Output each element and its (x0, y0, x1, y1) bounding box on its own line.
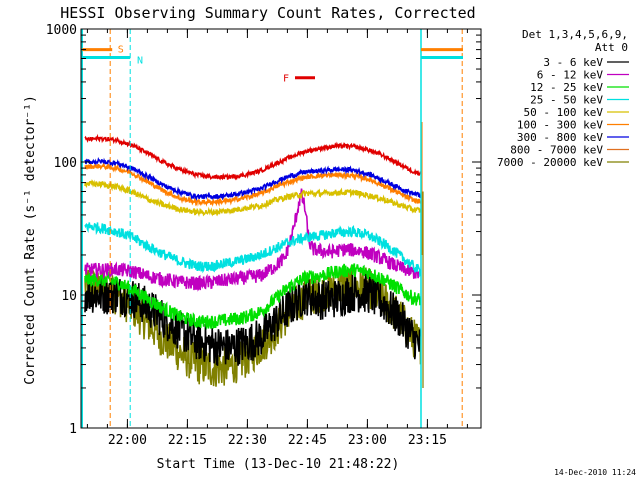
saa-marker-label: S (118, 45, 124, 56)
legend-label: 25 - 50 keV (530, 94, 603, 107)
y-tick-label: 1000 (46, 23, 77, 38)
legend-label: 50 - 100 keV (524, 106, 604, 119)
legend-label: 300 - 800 keV (517, 131, 603, 144)
series-line-4 (84, 222, 422, 278)
plot-frame (80, 28, 482, 429)
series-line-3 (84, 263, 422, 330)
axes: 1 10 100 1000 22:00 22:15 22:30 22:45 23:00 23:15 (46, 23, 482, 448)
series-line-top-red (84, 133, 422, 181)
series-layer (84, 133, 422, 387)
series-line-1 (84, 273, 422, 366)
legend-label: 6 - 12 keV (537, 69, 604, 82)
x-axis-label: Start Time (13-Dec-10 21:48:22) (157, 457, 400, 472)
flare-marker-label: F (283, 74, 289, 85)
y-tick-label: 10 (61, 289, 77, 304)
y-axis-label: Corrected Count Rate (s⁻¹ detector⁻¹) (23, 95, 38, 385)
legend-label: 12 - 25 keV (530, 81, 603, 94)
x-tick-label: 22:00 (108, 433, 147, 448)
x-tick-label: 22:15 (168, 433, 207, 448)
x-tick-label: 22:45 (288, 433, 327, 448)
series-line-7 (84, 157, 421, 201)
legend-label: 100 - 300 keV (517, 119, 603, 132)
x-tick-label: 23:15 (408, 433, 447, 448)
legend-header: Det 1,3,4,5,6,9, (522, 28, 628, 41)
legend-label: 7000 - 20000 keV (497, 156, 603, 169)
y-tick-label: 1 (69, 422, 77, 437)
overlay-layer: S N F (81, 29, 463, 428)
legend-label: 3 - 6 keV (543, 56, 603, 69)
x-tick-label: 23:00 (348, 433, 387, 448)
y-tick-label: 100 (54, 156, 77, 171)
series-line-6 (84, 161, 422, 207)
series-line-2 (84, 188, 422, 292)
x-tick-label: 22:30 (228, 433, 267, 448)
night-marker-label: N (137, 56, 143, 67)
timestamp: 14-Dec-2010 11:24 (554, 468, 636, 477)
legend-header: Att 0 (595, 41, 628, 54)
series-line-5 (84, 179, 422, 217)
legend-label: 800 - 7000 keV (510, 144, 603, 157)
chart-title: HESSI Observing Summary Count Rates, Cor… (60, 4, 475, 22)
